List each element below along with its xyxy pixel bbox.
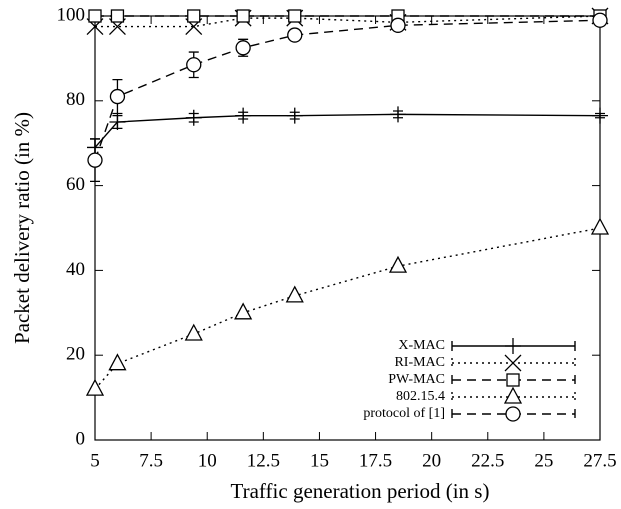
x-tick-label: 5 [90, 450, 100, 471]
marker [285, 285, 304, 303]
marker [390, 106, 406, 123]
y-tick-label: 40 [66, 259, 85, 280]
marker [503, 386, 523, 404]
plot-frame [94, 15, 601, 441]
marker [390, 17, 406, 33]
marker [110, 9, 125, 23]
marker [287, 27, 303, 43]
x-tick-label: 17.5 [359, 450, 392, 471]
x-axis-label: Traffic generation period (in s) [231, 479, 490, 503]
marker [288, 9, 302, 23]
y-tick-label: 60 [66, 174, 85, 195]
x-tick-label: 12.5 [247, 450, 280, 471]
marker [286, 107, 303, 124]
legend-label: X-MAC [398, 338, 445, 353]
x-tick-label: 10 [198, 450, 217, 471]
series-line [95, 15, 601, 28]
marker [506, 373, 520, 387]
marker [87, 152, 103, 168]
series-line [94, 113, 601, 148]
marker [85, 378, 105, 396]
marker [88, 9, 102, 23]
x-tick-label: 25 [534, 450, 553, 471]
legend-label: protocol of [1] [363, 406, 445, 421]
series-line [94, 227, 601, 390]
marker [590, 217, 610, 235]
x-tick-label: 15 [310, 450, 329, 471]
y-axis-label: Packet delivery ratio (in %) [10, 112, 34, 344]
marker [504, 354, 522, 372]
marker [592, 107, 608, 124]
y-tick-label: 100 [57, 4, 86, 25]
marker [235, 40, 251, 56]
marker [235, 107, 252, 124]
marker [505, 406, 521, 422]
marker [186, 57, 202, 73]
marker [187, 9, 201, 23]
marker [236, 9, 250, 23]
x-tick-label: 20 [422, 450, 441, 471]
y-tick-label: 0 [76, 428, 86, 449]
y-tick-label: 80 [66, 89, 85, 110]
marker [109, 88, 126, 105]
series-line [94, 19, 601, 161]
x-tick-label: 22.5 [471, 450, 504, 471]
marker [592, 12, 608, 28]
y-tick-label: 20 [66, 344, 85, 365]
marker [184, 323, 203, 341]
marker [234, 302, 253, 320]
legend-label: 802.15.4 [396, 389, 445, 404]
legend-label: RI-MAC [394, 355, 445, 370]
legend-label: PW-MAC [388, 372, 445, 387]
marker [505, 338, 521, 354]
marker [108, 353, 127, 371]
marker [185, 109, 202, 126]
x-tick-label: 7.5 [139, 450, 163, 471]
marker [388, 255, 408, 273]
marker [109, 114, 126, 130]
x-tick-label: 27.5 [583, 450, 616, 471]
